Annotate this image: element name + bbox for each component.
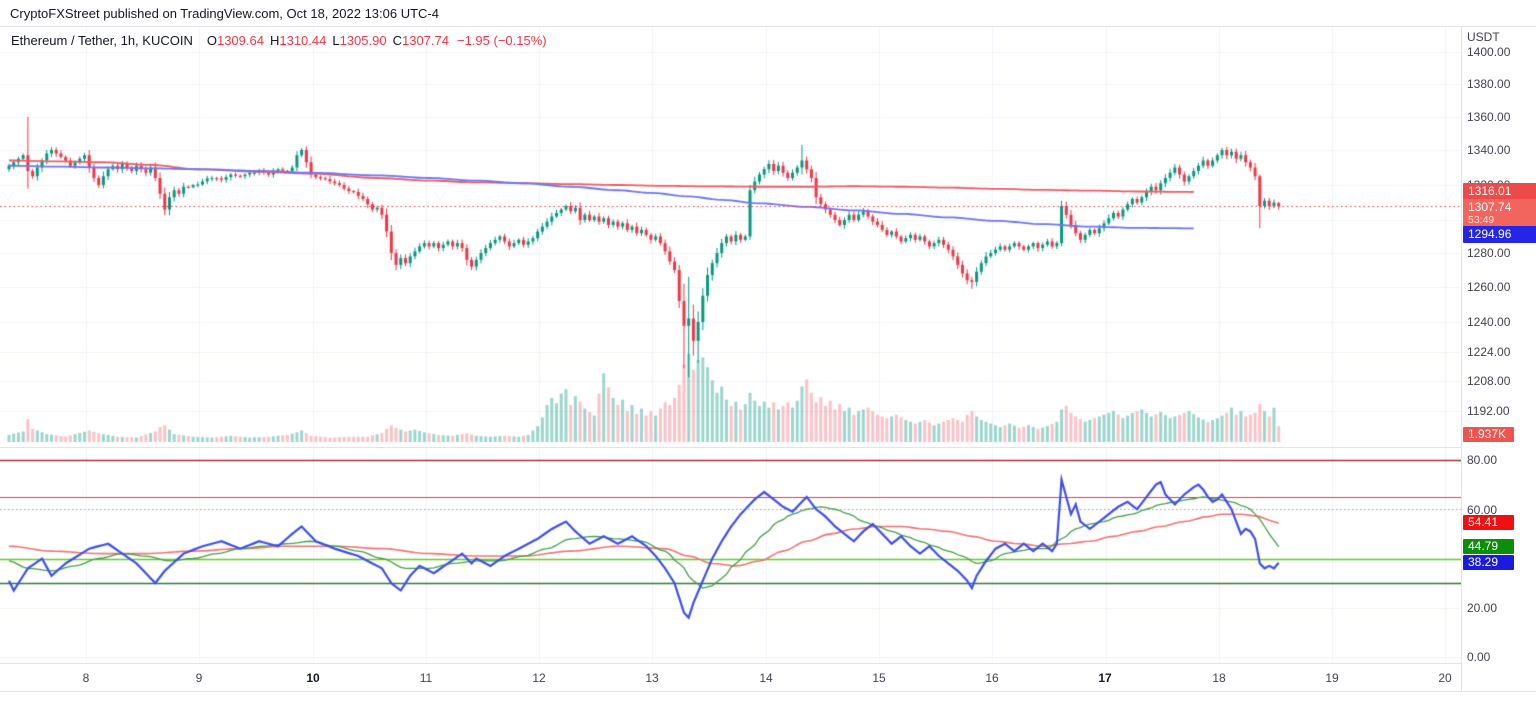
price-axis-label: 1208.00 [1467,374,1511,388]
price-axis-label: 1360.00 [1467,110,1511,124]
time-axis-label: 17 [1098,671,1112,685]
time-axis-label: 14 [759,671,773,685]
currency-label: USDT [1467,30,1500,44]
price-axis-divider [1461,27,1462,691]
rsi-ma-badge: 44.79 [1463,539,1514,554]
ma-fast-badge: 1316.01 [1463,183,1536,200]
close-value: 1307.74 [401,33,449,48]
price-axis-label: 20.00 [1467,601,1498,615]
price-axis-label: 1400.00 [1467,45,1511,59]
publish-caption: CryptoFXStreet published on TradingView.… [10,6,439,21]
time-axis-label: 8 [82,671,90,685]
time-axis-label: 11 [419,671,433,685]
time-axis-label: 19 [1325,671,1339,685]
time-axis-label: 20 [1438,671,1452,685]
time-axis-label: 16 [985,671,999,685]
price-axis-label: 0.00 [1467,650,1491,664]
price-axis-label: 1340.00 [1467,143,1511,157]
low-label: L [332,33,340,48]
low-value: 1305.90 [339,33,387,48]
footer-bar: TradingView [0,692,1536,728]
price-axis-label: 1280.00 [1467,246,1511,260]
price-axis-label: 1224.00 [1467,345,1511,359]
time-axis-label: 13 [645,671,659,685]
price-axis-label: 1380.00 [1467,77,1511,91]
change-value: −1.95 (−0.15%) [456,33,547,48]
close-label: C [392,33,402,48]
publish-header: CryptoFXStreet published on TradingView.… [0,0,1536,26]
indicator-timeaxis-divider [0,663,1536,664]
price-axis-label: 1260.00 [1467,280,1511,294]
price-axis-label: 60.00 [1467,503,1498,517]
rsi-badge: 38.29 [1463,555,1514,570]
time-axis[interactable]: 8 9 10 11 12 13 14 15 16 17 18 19 20 [0,664,1461,691]
main-indicator-divider[interactable] [0,447,1536,448]
price-axis-label: 1240.00 [1467,315,1511,329]
time-axis-label: 12 [532,671,546,685]
volume-badge: 1.937K [1463,427,1514,442]
time-axis-label: 10 [306,671,320,685]
open-value: 1309.64 [216,33,264,48]
time-axis-label: 15 [872,671,886,685]
symbol-title: Ethereum / Tether, 1h, KUCOIN [11,33,193,48]
bar-countdown: 53:49 [1468,214,1495,226]
price-axis-label: 1192.00 [1467,404,1510,418]
time-axis-label: 9 [195,671,203,685]
header-divider [0,26,1536,27]
last-price-badge: 1307.74 53:49 [1463,199,1536,229]
high-label: H [269,33,280,48]
ma-slow-badge: 1294.96 [1463,226,1536,243]
high-value: 1310.44 [279,33,327,48]
open-label: O [206,33,217,48]
chart-plot-canvas[interactable] [0,27,1461,664]
footer-divider [0,691,1536,692]
price-axis-label: 80.00 [1467,453,1498,467]
price-axis[interactable]: USDT 1400.001380.001360.001340.001320.00… [1462,27,1536,664]
rsi-signal-badge: 54.41 [1463,515,1514,530]
last-price-value: 1307.74 [1468,200,1512,214]
time-axis-label: 18 [1212,671,1226,685]
symbol-legend[interactable]: Ethereum / Tether, 1h, KUCOIN O1309.64 H13… [11,33,547,48]
